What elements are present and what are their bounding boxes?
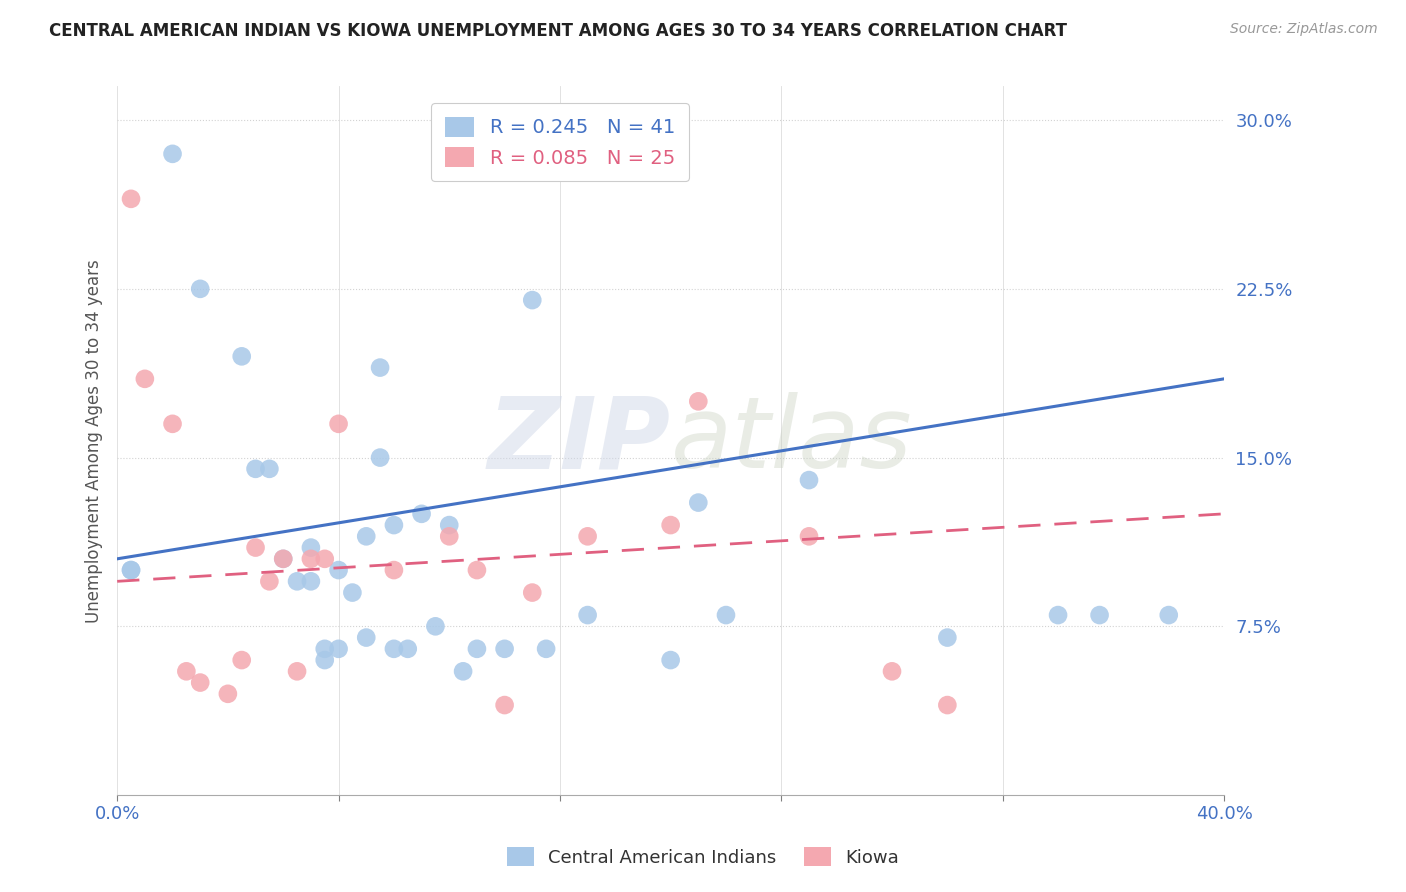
Point: [134, 372, 156, 386]
Point: [688, 394, 710, 409]
Point: [936, 698, 959, 712]
Text: ZIP: ZIP: [488, 392, 671, 489]
Point: [522, 585, 544, 599]
Point: [688, 495, 710, 509]
Point: [382, 563, 405, 577]
Point: [328, 563, 350, 577]
Point: [285, 665, 308, 679]
Point: [382, 641, 405, 656]
Point: [797, 529, 820, 543]
Text: Source: ZipAtlas.com: Source: ZipAtlas.com: [1230, 22, 1378, 37]
Legend: R = 0.245   N = 41, R = 0.085   N = 25: R = 0.245 N = 41, R = 0.085 N = 25: [432, 103, 689, 181]
Point: [299, 574, 322, 589]
Text: CENTRAL AMERICAN INDIAN VS KIOWA UNEMPLOYMENT AMONG AGES 30 TO 34 YEARS CORRELAT: CENTRAL AMERICAN INDIAN VS KIOWA UNEMPLO…: [49, 22, 1067, 40]
Point: [314, 551, 336, 566]
Point: [797, 473, 820, 487]
Point: [411, 507, 433, 521]
Point: [299, 551, 322, 566]
Point: [425, 619, 447, 633]
Point: [396, 641, 419, 656]
Legend: Central American Indians, Kiowa: Central American Indians, Kiowa: [499, 840, 907, 874]
Point: [176, 665, 198, 679]
Point: [936, 631, 959, 645]
Point: [354, 631, 377, 645]
Point: [534, 641, 557, 656]
Point: [231, 653, 253, 667]
Point: [451, 665, 474, 679]
Point: [188, 282, 211, 296]
Point: [382, 518, 405, 533]
Point: [259, 462, 281, 476]
Point: [342, 585, 364, 599]
Point: [231, 349, 253, 363]
Point: [439, 518, 461, 533]
Y-axis label: Unemployment Among Ages 30 to 34 years: Unemployment Among Ages 30 to 34 years: [86, 259, 103, 623]
Point: [576, 608, 599, 623]
Point: [354, 529, 377, 543]
Point: [162, 417, 184, 431]
Point: [245, 462, 267, 476]
Point: [494, 698, 516, 712]
Point: [328, 641, 350, 656]
Point: [217, 687, 239, 701]
Point: [120, 563, 142, 577]
Point: [465, 641, 488, 656]
Point: [880, 665, 903, 679]
Point: [162, 146, 184, 161]
Point: [522, 293, 544, 307]
Point: [659, 653, 682, 667]
Point: [314, 641, 336, 656]
Point: [576, 529, 599, 543]
Point: [659, 518, 682, 533]
Point: [299, 541, 322, 555]
Point: [368, 450, 391, 465]
Point: [1157, 608, 1180, 623]
Point: [188, 675, 211, 690]
Point: [271, 551, 294, 566]
Point: [1088, 608, 1111, 623]
Point: [120, 563, 142, 577]
Point: [271, 551, 294, 566]
Point: [1047, 608, 1070, 623]
Point: [439, 529, 461, 543]
Point: [285, 574, 308, 589]
Point: [714, 608, 737, 623]
Point: [259, 574, 281, 589]
Point: [465, 563, 488, 577]
Point: [328, 417, 350, 431]
Text: atlas: atlas: [671, 392, 912, 489]
Point: [494, 641, 516, 656]
Point: [368, 360, 391, 375]
Point: [120, 192, 142, 206]
Point: [314, 653, 336, 667]
Point: [245, 541, 267, 555]
